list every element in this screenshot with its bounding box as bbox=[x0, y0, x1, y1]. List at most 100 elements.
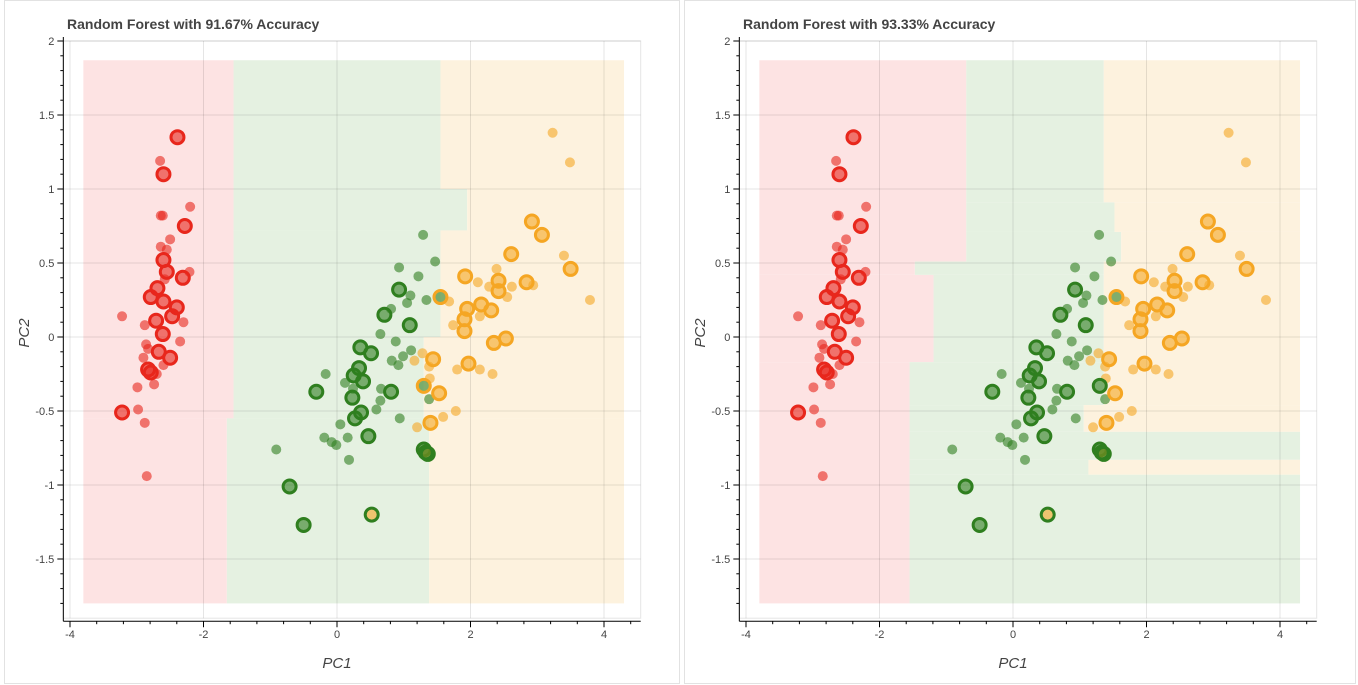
test-point bbox=[281, 478, 298, 495]
training-point bbox=[1074, 351, 1085, 362]
training-point bbox=[1260, 295, 1271, 305]
test-point bbox=[850, 269, 867, 286]
training-point bbox=[1094, 229, 1105, 240]
training-point bbox=[833, 210, 844, 221]
y-tick-label: 0 bbox=[724, 332, 730, 344]
test-point bbox=[363, 506, 380, 523]
test-point bbox=[457, 268, 474, 285]
x-axis-label: PC1 bbox=[322, 655, 351, 672]
training-point bbox=[320, 369, 331, 379]
training-point bbox=[157, 210, 168, 221]
x-axis-label: PC1 bbox=[998, 655, 1027, 672]
training-point bbox=[1167, 263, 1178, 274]
training-point bbox=[175, 336, 186, 347]
training-point bbox=[452, 364, 463, 375]
test-point bbox=[363, 345, 380, 362]
test-point bbox=[432, 289, 449, 306]
test-point bbox=[957, 478, 974, 495]
training-point bbox=[1020, 454, 1031, 465]
training-point bbox=[831, 155, 842, 166]
decision-region bbox=[440, 60, 625, 189]
y-tick-label: -1.5 bbox=[711, 554, 730, 566]
training-point bbox=[421, 295, 432, 305]
test-point bbox=[818, 289, 835, 306]
test-point bbox=[425, 351, 442, 368]
training-point bbox=[165, 234, 176, 245]
training-point bbox=[398, 351, 409, 362]
test-point bbox=[308, 383, 325, 400]
training-point bbox=[141, 339, 152, 350]
training-point bbox=[375, 395, 386, 406]
test-point bbox=[485, 334, 502, 351]
plot-area: -4 -2 0 2 4 -1.5 -1 -0.5 0 0.5 1 1.5 2 bbox=[711, 36, 1318, 641]
test-point bbox=[1023, 410, 1040, 427]
left-plot-panel: -4 -2 0 2 4 -1.5 -1 -0.5 0 0.5 1 1.5 2 Random Forest… bbox=[4, 0, 680, 684]
test-point bbox=[1209, 226, 1226, 243]
y-axis-label: PC2 bbox=[692, 318, 709, 348]
training-point bbox=[1069, 360, 1080, 371]
training-point bbox=[450, 406, 461, 416]
y-tick-label: 1.5 bbox=[715, 110, 730, 122]
training-point bbox=[1070, 262, 1081, 273]
x-tick-label: 4 bbox=[601, 629, 607, 641]
training-point bbox=[413, 271, 424, 282]
training-point bbox=[132, 382, 143, 393]
y-tick-label: 1 bbox=[48, 184, 54, 196]
training-point bbox=[584, 295, 595, 305]
decision-region bbox=[467, 189, 625, 231]
test-point bbox=[1199, 213, 1216, 230]
training-point bbox=[394, 413, 405, 424]
test-point bbox=[114, 404, 131, 421]
test-point bbox=[1031, 373, 1048, 390]
test-point bbox=[155, 293, 172, 310]
test-point bbox=[1107, 385, 1124, 402]
decision-region bbox=[966, 60, 1104, 203]
training-point bbox=[793, 311, 804, 322]
training-point bbox=[854, 317, 865, 328]
training-point bbox=[418, 229, 429, 240]
chart-title: Random Forest with 93.33% Accuracy bbox=[743, 16, 996, 32]
test-point bbox=[1020, 389, 1037, 406]
training-point bbox=[1070, 413, 1081, 424]
test-point bbox=[401, 317, 418, 334]
y-tick-label: -1 bbox=[45, 480, 55, 492]
decision-region bbox=[914, 261, 1104, 275]
test-point bbox=[838, 349, 855, 366]
y-tick-label: 1.5 bbox=[39, 110, 54, 122]
training-point bbox=[1150, 364, 1161, 375]
training-point bbox=[564, 157, 575, 168]
test-point bbox=[347, 410, 364, 427]
test-point bbox=[148, 312, 165, 329]
decision-region bbox=[233, 189, 468, 231]
training-point bbox=[335, 419, 346, 430]
test-point bbox=[1091, 377, 1108, 394]
decision-region bbox=[423, 337, 625, 419]
training-point bbox=[185, 201, 196, 212]
test-point bbox=[1161, 334, 1178, 351]
training-point bbox=[815, 320, 826, 331]
training-point bbox=[138, 352, 149, 363]
training-point bbox=[424, 394, 435, 405]
training-point bbox=[1085, 355, 1096, 366]
training-point bbox=[1097, 295, 1108, 305]
y-tick-label: -0.5 bbox=[35, 406, 54, 418]
training-point bbox=[1126, 406, 1137, 416]
test-point bbox=[391, 281, 408, 298]
training-point bbox=[1089, 271, 1100, 282]
test-point bbox=[1036, 428, 1053, 445]
y-tick-label: 0 bbox=[48, 332, 54, 344]
test-point bbox=[523, 213, 540, 230]
test-point bbox=[503, 246, 520, 263]
training-point bbox=[815, 417, 826, 428]
test-point bbox=[164, 308, 181, 325]
training-point bbox=[155, 155, 166, 166]
test-point bbox=[162, 349, 179, 366]
x-tick-label: -4 bbox=[741, 629, 751, 641]
test-point bbox=[518, 274, 535, 291]
right-scatter-chart: -4 -2 0 2 4 -1.5 -1 -0.5 0 0.5 1 1.5 2 Random Forest… bbox=[692, 16, 1318, 672]
test-point bbox=[1238, 260, 1255, 277]
test-point bbox=[1159, 302, 1176, 319]
training-point bbox=[430, 256, 441, 267]
training-point bbox=[402, 297, 413, 308]
decision-region bbox=[966, 202, 1115, 232]
